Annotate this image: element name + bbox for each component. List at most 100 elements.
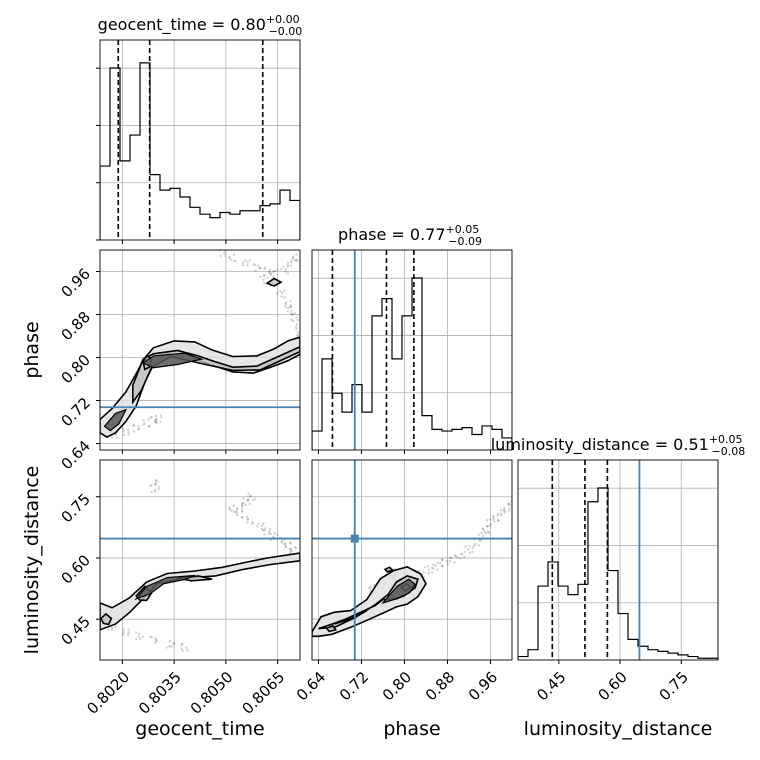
scatter-point	[142, 419, 145, 422]
scatter-point	[168, 645, 171, 648]
scatter-point	[289, 304, 292, 307]
scatter-point	[154, 641, 157, 644]
scatter-point	[284, 545, 288, 548]
scatter-point	[273, 269, 277, 273]
scatter-point	[417, 569, 421, 573]
scatter-point	[372, 584, 375, 587]
scatter-point	[154, 483, 157, 487]
scatter-point	[150, 636, 153, 639]
scatter-point	[141, 635, 145, 639]
scatter-point	[295, 334, 299, 337]
scatter-point	[438, 561, 442, 565]
scatter-point	[155, 640, 158, 643]
scatter-point	[468, 551, 472, 555]
scatter-point	[149, 635, 152, 638]
y-tick-label: 0.72	[58, 394, 94, 430]
scatter-point	[251, 522, 254, 525]
scatter-point	[446, 562, 449, 566]
scatter-point	[295, 258, 298, 262]
title-phase: phase = 0.77+0.05 −0.09	[338, 223, 482, 248]
scatter-point	[280, 291, 284, 294]
scatter-point	[135, 637, 138, 641]
scatter-point	[448, 559, 452, 563]
scatter-point	[488, 518, 492, 521]
scatter-point	[445, 559, 449, 563]
scatter-point	[496, 514, 499, 517]
scatter-point	[246, 499, 249, 502]
scatter-point	[268, 530, 271, 533]
scatter-point	[293, 312, 297, 315]
contour-core	[334, 610, 368, 625]
scatter-point	[157, 485, 160, 489]
scatter-point	[240, 509, 244, 513]
scatter-point	[245, 515, 249, 519]
panel-frame	[517, 459, 719, 661]
panel-frame	[99, 459, 301, 661]
x-tick-label: 0.8050	[187, 668, 237, 718]
scatter-point	[283, 305, 287, 308]
scatter-point	[154, 478, 157, 482]
x-tick-label: 0.72	[336, 668, 372, 704]
y-axis-label-luminosity_distance: luminosity_distance	[21, 466, 43, 655]
scatter-point	[436, 568, 439, 571]
scatter-point	[232, 253, 236, 256]
scatter-point	[132, 430, 136, 433]
scatter-point	[224, 254, 227, 257]
scatter-point	[254, 269, 257, 273]
scatter-point	[153, 488, 157, 492]
scatter-point	[489, 523, 493, 526]
scatter-point	[280, 295, 283, 298]
scatter-point	[440, 564, 444, 568]
scatter-point	[137, 632, 141, 636]
contour-level-1	[100, 612, 113, 626]
scatter-point	[110, 436, 114, 439]
scatter-point	[483, 530, 486, 533]
scatter-point	[223, 251, 226, 255]
scatter-point	[240, 516, 244, 519]
scatter-point	[290, 261, 293, 264]
scatter-point	[453, 554, 456, 557]
scatter-point	[154, 420, 157, 424]
scatter-point	[289, 547, 292, 550]
scatter-point	[246, 521, 249, 524]
scatter-point	[234, 511, 238, 514]
scatter-point	[232, 504, 236, 507]
scatter-point	[496, 512, 500, 516]
scatter-point	[147, 425, 150, 428]
y-tick-label: 0.45	[58, 612, 94, 648]
scatter-point	[126, 428, 130, 431]
y-tick-label: 0.96	[58, 265, 94, 301]
scatter-point	[148, 424, 151, 428]
contour-core	[141, 352, 204, 369]
scatter-point	[246, 518, 250, 521]
scatter-point	[254, 263, 257, 267]
scatter-point	[241, 510, 244, 513]
scatter-point	[236, 508, 239, 511]
scatter-point	[290, 549, 293, 552]
scatter-point	[291, 256, 295, 260]
scatter-point	[153, 482, 157, 486]
scatter-point	[492, 520, 496, 523]
scatter-point	[302, 330, 304, 332]
scatter-point	[463, 550, 466, 554]
scatter-point	[185, 646, 188, 650]
scatter-point	[289, 542, 292, 545]
hist-step-phase	[312, 277, 512, 450]
scatter-point	[290, 259, 293, 262]
scatter-point	[114, 626, 117, 629]
scatter-point	[276, 533, 279, 537]
scatter-point	[283, 542, 286, 546]
scatter-point	[507, 502, 511, 506]
scatter-point	[266, 276, 269, 279]
scatter-point	[247, 498, 250, 501]
scatter-point	[149, 416, 152, 419]
scatter-point	[434, 564, 437, 567]
scatter-point	[286, 261, 290, 264]
scatter-point	[267, 532, 271, 535]
scatter-point	[181, 649, 184, 652]
scatter-point	[233, 510, 236, 513]
scatter-point	[454, 554, 458, 557]
scatter-point	[441, 564, 444, 568]
scatter-point	[230, 509, 233, 512]
scatter-point	[467, 547, 470, 551]
